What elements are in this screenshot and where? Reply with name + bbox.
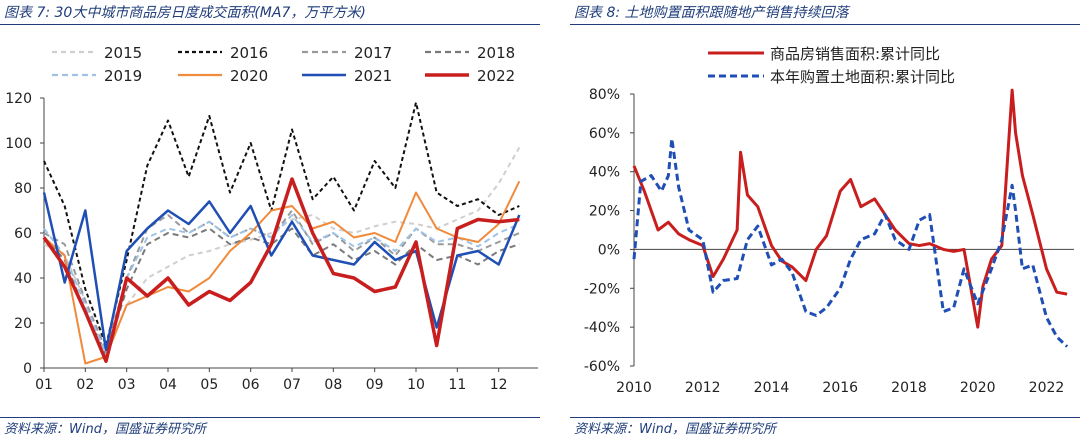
y-tick-label: 120	[5, 91, 32, 107]
x-tick-label: 07	[283, 377, 301, 393]
chart-source: 资料来源：Wind，国盛证券研究所	[4, 422, 206, 437]
x-tick-label: 2014	[754, 380, 790, 396]
line-chart-land-purchase: -60% -40% -20% 0% 20% 40% 60% 80% 2010 2012 2014 20…	[584, 45, 1074, 396]
x-tick-label: 2022	[1029, 380, 1065, 396]
y-tick-label: 0%	[598, 242, 620, 258]
y-tick-label: -20%	[584, 281, 620, 297]
x-tick-label: 2018	[891, 380, 927, 396]
y-tick-label: 60%	[589, 126, 620, 142]
x-tick-label: 12	[490, 377, 508, 393]
chart-title: 图表 8: 土地购置面积跟随地产销售持续回落	[574, 5, 849, 21]
series-line-2015	[43, 147, 521, 358]
legend-label: 商品房销售面积:累计同比	[770, 45, 940, 63]
x-tick-label: 2020	[960, 380, 996, 396]
y-tick-label: 0	[23, 361, 32, 377]
legend-label: 2015	[104, 44, 142, 62]
series-line-2016	[43, 101, 520, 347]
y-tick-label: 80%	[589, 87, 620, 103]
series-line	[632, 88, 1068, 329]
chart-title: 图表 7: 30大中城市商品房日度成交面积(MA7，万平方米)	[4, 5, 366, 21]
legend-label: 2016	[230, 44, 268, 62]
line-chart-daily-transactions: 0 20 40 60 80 100 120 01 02 03 04 05 06 07 08 09 10 11 12 2…	[5, 44, 538, 393]
legend-label: 2018	[477, 44, 515, 62]
series-line-2017	[43, 209, 520, 351]
y-tick-label: 20%	[589, 204, 620, 220]
series-line-2021	[42, 192, 521, 352]
chart-panel-right: 图表 8: 土地购置面积跟随地产销售持续回落 -60% -40% -20% 0% 20%…	[570, 0, 1080, 438]
x-tick-label: 2016	[822, 380, 858, 396]
y-tick-label: 80	[14, 181, 32, 197]
title-divider	[570, 24, 1080, 25]
x-tick-label: 01	[35, 377, 53, 393]
series-line-2019	[43, 214, 520, 356]
x-tick-label: 03	[118, 377, 136, 393]
y-tick-label: 100	[5, 136, 32, 152]
x-tick-label: 11	[448, 377, 466, 393]
legend-label: 2017	[354, 44, 392, 62]
x-tick-label: 04	[159, 377, 177, 393]
y-tick-label: 40	[14, 271, 32, 287]
x-tick-label: 2012	[685, 380, 721, 396]
x-tick-label: 06	[242, 377, 260, 393]
source-divider	[570, 417, 1080, 418]
legend-label: 2022	[477, 67, 515, 85]
x-tick-label: 09	[366, 377, 384, 393]
y-tick-label: 60	[14, 226, 32, 242]
y-tick-label: 20	[14, 316, 32, 332]
y-tick-label: 40%	[589, 165, 620, 181]
legend-label: 本年购置土地面积:累计同比	[770, 68, 955, 86]
legend-label: 2021	[354, 67, 392, 85]
chart-source: 资料来源：Wind，国盛证券研究所	[574, 422, 776, 437]
title-divider	[0, 24, 540, 25]
y-tick-label: -40%	[584, 320, 620, 336]
x-tick-label: 02	[76, 377, 94, 393]
series-line	[632, 137, 1069, 348]
x-tick-label: 08	[324, 377, 342, 393]
x-tick-label: 05	[200, 377, 218, 393]
chart-panel-left: 图表 7: 30大中城市商品房日度成交面积(MA7，万平方米) 0 20 40 60 8…	[0, 5, 540, 437]
x-tick-label: 2010	[616, 380, 652, 396]
x-tick-label: 10	[407, 377, 425, 393]
series-line-2022	[42, 177, 520, 363]
legend-label: 2020	[230, 67, 268, 85]
y-tick-label: -60%	[584, 359, 620, 375]
source-divider	[0, 417, 540, 418]
legend-label: 2019	[104, 67, 142, 85]
